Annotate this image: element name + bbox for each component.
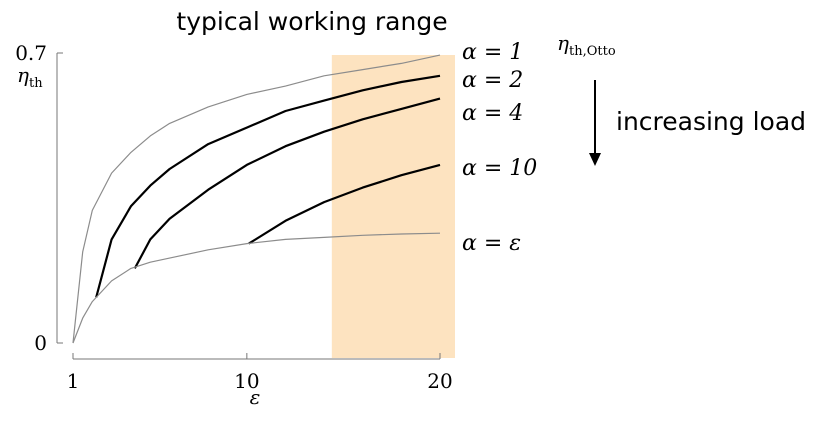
- y-tick-label: 0: [34, 331, 47, 355]
- x-tick-label: 10: [234, 369, 259, 393]
- series-labels: α = 1 α = 2 α = 4 α = 10 α = ε: [462, 40, 537, 256]
- otto-label-sub: th,Otto: [569, 44, 616, 59]
- series-label-0: α = 1: [462, 40, 523, 65]
- series-label-3: α = 10: [462, 156, 537, 181]
- chart-title: typical working range: [176, 7, 447, 36]
- load-arrow-head: [589, 153, 601, 166]
- working-range-band: [331, 55, 455, 358]
- series-label-4: α = ε: [462, 231, 521, 256]
- series-line-1: [95, 74, 441, 298]
- x-tick-label: 20: [427, 369, 452, 393]
- otto-label-main: η: [557, 31, 569, 55]
- curves: [72, 54, 441, 344]
- y-tick-label: 0.7: [15, 41, 47, 65]
- x-axis-label: ε: [250, 385, 261, 409]
- series-line-0: [72, 54, 441, 344]
- series-line-4: [72, 232, 441, 344]
- series-label-2: α = 4: [462, 101, 523, 126]
- x-tick-label: 1: [67, 369, 80, 393]
- y-axis-label: ηth: [17, 63, 43, 91]
- series-line-2: [133, 97, 441, 269]
- series-label-1: α = 2: [462, 68, 523, 93]
- otto-efficiency-label: ηth,Otto: [557, 31, 616, 59]
- y-axis-label-main: η: [17, 63, 29, 87]
- series-line-3: [248, 163, 441, 245]
- axis-ticks: 1 10 20 0 0.7: [15, 41, 453, 393]
- y-axis-label-sub: th: [29, 76, 43, 91]
- arrow-label: increasing load: [616, 107, 806, 136]
